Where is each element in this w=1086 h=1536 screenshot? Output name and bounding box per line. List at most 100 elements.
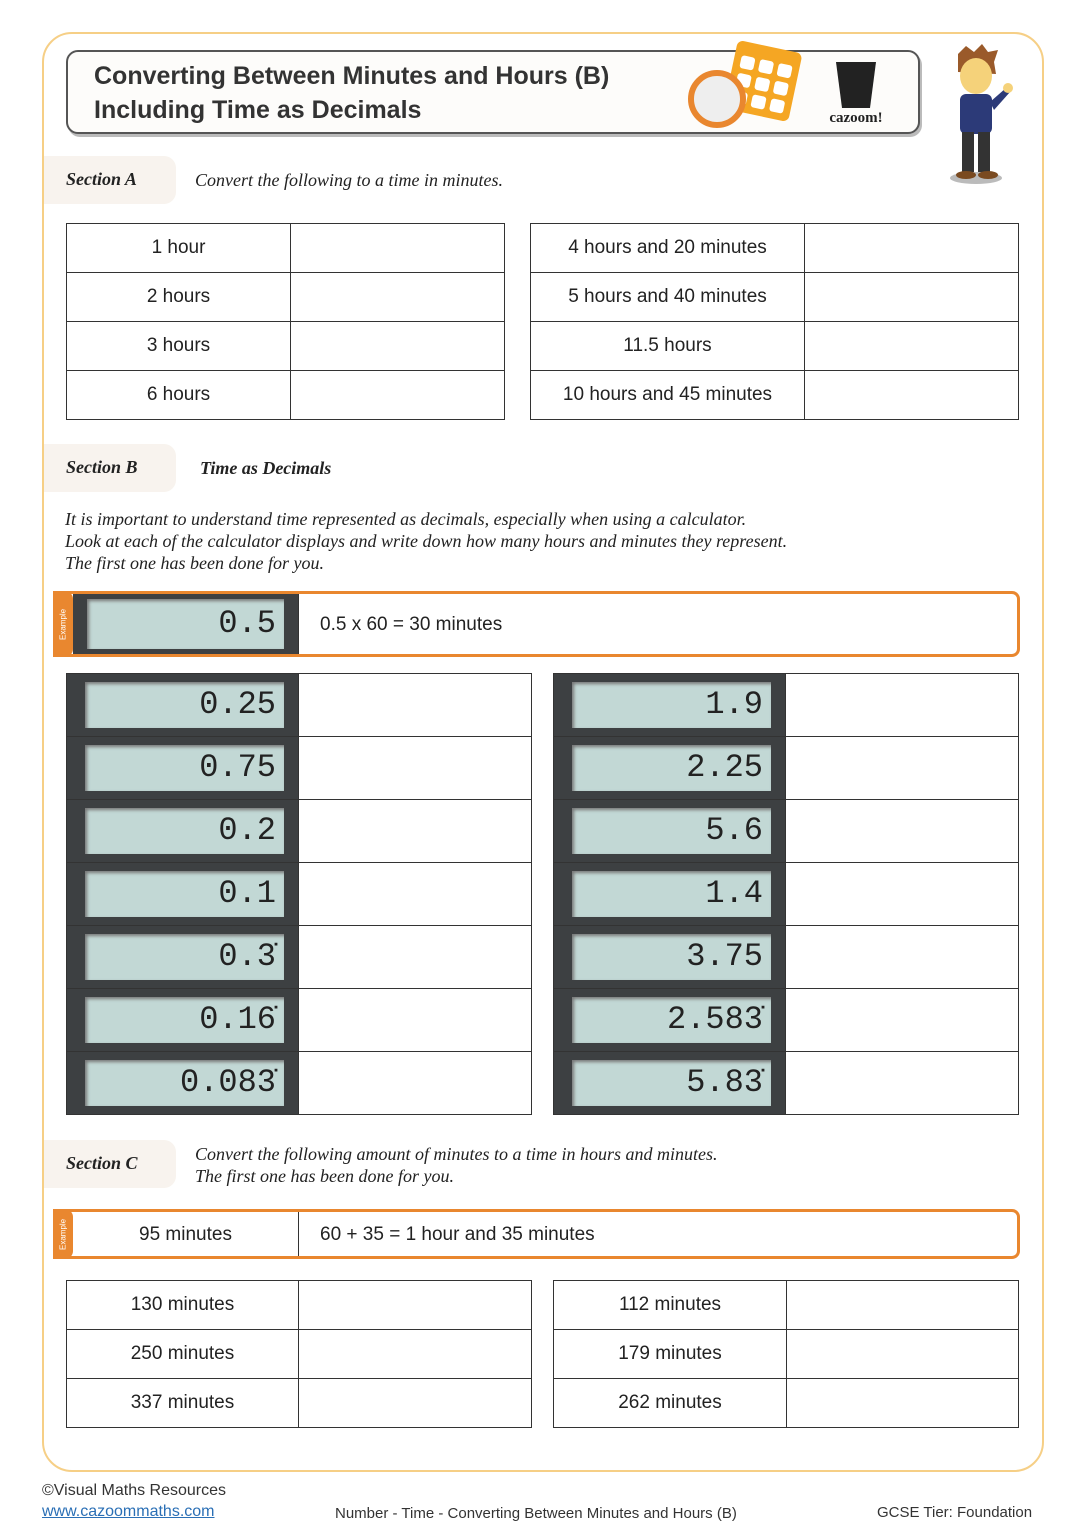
- question-cell: 179 minutes: [553, 1329, 787, 1379]
- answer-cell[interactable]: [298, 1051, 532, 1115]
- lcd-value: 0.16̇: [85, 997, 284, 1043]
- section-c-right-table: 112 minutes 179 minutes 262 minutes: [553, 1280, 1019, 1428]
- section-a-right-table: 4 hours and 20 minutes 5 hours and 40 min…: [530, 223, 1019, 420]
- answer-cell[interactable]: [785, 862, 1019, 926]
- title-box: Converting Between Minutes and Hours (B)…: [66, 39, 920, 134]
- answer-cell[interactable]: [804, 370, 1019, 420]
- table-row: 0.3̇: [66, 925, 532, 989]
- table-row: 112 minutes: [553, 1280, 1019, 1330]
- calculator-display: 0.2: [66, 799, 299, 863]
- calculator-display: 1.4: [553, 862, 786, 926]
- example-answer: 60 + 35 = 1 hour and 35 minutes: [320, 1224, 595, 1245]
- question-cell: 1 hour: [66, 223, 291, 273]
- answer-cell[interactable]: [298, 925, 532, 989]
- answer-cell[interactable]: [804, 223, 1019, 273]
- example-tag: Example: [53, 591, 73, 657]
- answer-cell[interactable]: [298, 673, 532, 737]
- table-row: 1.9: [553, 673, 1019, 737]
- example-tag: Example: [53, 1209, 73, 1259]
- copyright: ©Visual Maths Resources: [42, 1482, 227, 1499]
- table-row: 3 hours: [66, 321, 505, 371]
- table-row: 5 hours and 40 minutes: [530, 272, 1019, 322]
- cartoon-boy-mascot: [950, 44, 1013, 184]
- question-cell: 2 hours: [66, 272, 291, 322]
- section-b-intro: It is important to understand time repre…: [65, 508, 787, 574]
- answer-cell[interactable]: [786, 1378, 1019, 1428]
- section-a-label: Section A: [44, 156, 176, 204]
- table-row: 0.25: [66, 673, 532, 737]
- calculator-display: 0.5: [73, 594, 298, 654]
- calculator-display: 0.75: [66, 736, 299, 800]
- lcd-value: 0.1: [85, 871, 284, 917]
- table-row: 11.5 hours: [530, 321, 1019, 371]
- question-cell: 250 minutes: [66, 1329, 299, 1379]
- section-c-instruction: Convert the following amount of minutes …: [195, 1143, 717, 1187]
- answer-cell[interactable]: [290, 223, 505, 273]
- calculator-display: 0.25: [66, 673, 299, 737]
- lcd-value: 0.2: [85, 808, 284, 854]
- lcd-value: 5.83̇: [572, 1060, 771, 1106]
- table-row: 337 minutes: [66, 1378, 532, 1428]
- answer-cell[interactable]: [298, 799, 532, 863]
- lcd-value: 0.5: [87, 599, 284, 649]
- answer-cell[interactable]: [290, 370, 505, 420]
- section-b-left-table: 0.25 0.75 0.2 0.1 0.3̇ 0.16̇ 0.083̇: [66, 673, 532, 1115]
- section-b-right-table: 1.9 2.25 5.6 1.4 3.75 2.583̇ 5.83̇: [553, 673, 1019, 1115]
- lcd-value: 5.6: [572, 808, 771, 854]
- answer-cell[interactable]: [298, 1280, 532, 1330]
- table-row: 250 minutes: [66, 1329, 532, 1379]
- answer-cell[interactable]: [804, 272, 1019, 322]
- lcd-value: 0.3̇: [85, 934, 284, 980]
- lcd-value: 0.25: [85, 682, 284, 728]
- table-row: 5.6: [553, 799, 1019, 863]
- answer-cell[interactable]: [786, 1280, 1019, 1330]
- answer-cell[interactable]: [298, 1329, 532, 1379]
- answer-cell[interactable]: [785, 673, 1019, 737]
- intro-line: The first one has been done for you.: [65, 553, 324, 573]
- answer-cell[interactable]: [298, 1378, 532, 1428]
- calculator-display: 0.1: [66, 862, 299, 926]
- lcd-value: 3.75: [572, 934, 771, 980]
- intro-line: Look at each of the calculator displays …: [65, 531, 788, 551]
- answer-cell[interactable]: [786, 1329, 1019, 1379]
- calculator-display: 0.083̇: [66, 1051, 299, 1115]
- cazoom-logo: cazoom!: [820, 62, 892, 127]
- table-row: 2.583̇: [553, 988, 1019, 1052]
- example-question: 95 minutes: [139, 1224, 232, 1245]
- section-a-instruction: Convert the following to a time in minut…: [195, 170, 503, 190]
- answer-cell[interactable]: [298, 988, 532, 1052]
- table-row: 10 hours and 45 minutes: [530, 370, 1019, 420]
- answer-cell[interactable]: [785, 799, 1019, 863]
- lcd-value: 2.25: [572, 745, 771, 791]
- table-row: 1.4: [553, 862, 1019, 926]
- table-row: 5.83̇: [553, 1051, 1019, 1115]
- answer-cell[interactable]: [804, 321, 1019, 371]
- table-row: 4 hours and 20 minutes: [530, 223, 1019, 273]
- clock-icon: [688, 70, 746, 128]
- lcd-value: 0.083̇: [85, 1060, 284, 1106]
- answer-cell[interactable]: [785, 988, 1019, 1052]
- example-answer: 0.5 x 60 = 30 minutes: [320, 614, 503, 635]
- answer-cell[interactable]: [785, 925, 1019, 989]
- answer-cell[interactable]: [298, 736, 532, 800]
- calculator-display: 1.9: [553, 673, 786, 737]
- answer-cell[interactable]: [290, 272, 505, 322]
- calculator-display: 5.83̇: [553, 1051, 786, 1115]
- calculator-display: 0.16̇: [66, 988, 299, 1052]
- table-row: 3.75: [553, 925, 1019, 989]
- question-cell: 3 hours: [66, 321, 291, 371]
- answer-cell[interactable]: [290, 321, 505, 371]
- instruction-line: Convert the following amount of minutes …: [195, 1144, 718, 1164]
- answer-cell[interactable]: [298, 862, 532, 926]
- question-cell: 337 minutes: [66, 1378, 299, 1428]
- instruction-line: The first one has been done for you.: [195, 1166, 454, 1186]
- table-row: 2.25: [553, 736, 1019, 800]
- answer-cell[interactable]: [785, 736, 1019, 800]
- question-cell: 5 hours and 40 minutes: [530, 272, 805, 322]
- question-cell: 4 hours and 20 minutes: [530, 223, 805, 273]
- table-row: 6 hours: [66, 370, 505, 420]
- answer-cell[interactable]: [785, 1051, 1019, 1115]
- calculator-display: 2.25: [553, 736, 786, 800]
- section-b-label: Section B: [44, 444, 176, 492]
- website-link[interactable]: www.cazoommaths.com: [42, 1503, 215, 1520]
